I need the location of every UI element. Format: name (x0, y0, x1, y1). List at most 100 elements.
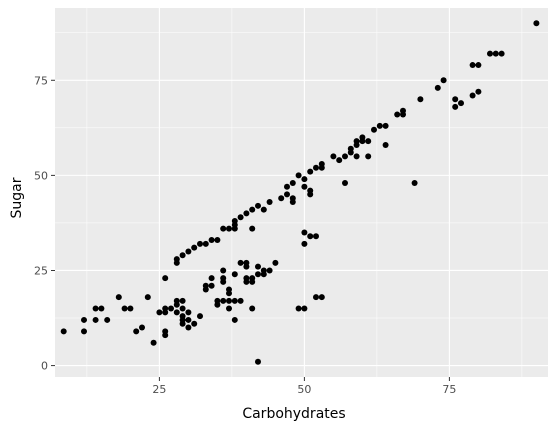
data-point (342, 179, 348, 186)
y-tick-label: 50 (34, 169, 48, 182)
minor-gridlines (55, 8, 548, 377)
x-tick-label: 50 (297, 383, 311, 396)
data-point (243, 278, 250, 285)
x-axis-ticks: 25 50 75 (152, 377, 456, 396)
data-point (347, 149, 354, 156)
data-point (162, 332, 169, 339)
data-point (226, 225, 232, 232)
data-point (394, 111, 401, 118)
data-point (376, 122, 383, 129)
data-point (150, 339, 157, 346)
data-point (243, 263, 250, 270)
data-points (60, 20, 540, 365)
data-point (237, 297, 244, 304)
data-point (295, 172, 302, 179)
data-point (342, 153, 348, 160)
data-point (81, 328, 87, 335)
data-point (249, 225, 256, 232)
data-point (301, 240, 308, 247)
data-point (162, 309, 169, 316)
data-point (92, 305, 99, 312)
data-point (284, 191, 290, 198)
data-point (226, 290, 232, 297)
data-point (144, 294, 151, 301)
y-tick-label: 75 (34, 74, 48, 87)
data-point (307, 168, 314, 175)
data-point (191, 320, 198, 327)
data-point (336, 157, 343, 164)
data-point (487, 50, 493, 57)
data-point (179, 297, 186, 304)
data-point (139, 324, 145, 331)
data-point (452, 103, 459, 110)
data-point (365, 153, 372, 160)
data-point (249, 206, 256, 213)
data-point (411, 179, 418, 186)
data-point (295, 305, 302, 312)
data-point (260, 271, 267, 278)
data-point (231, 271, 238, 278)
data-point (168, 305, 174, 312)
data-point (226, 297, 232, 304)
data-point (220, 278, 227, 285)
data-point (191, 244, 198, 251)
data-point (104, 316, 111, 323)
data-point (208, 237, 215, 244)
data-point (127, 305, 134, 312)
data-point (307, 191, 314, 198)
data-point (318, 164, 325, 171)
data-point (81, 316, 87, 323)
data-point (318, 294, 325, 301)
data-point (458, 100, 464, 107)
data-point (266, 267, 273, 274)
data-point (173, 259, 180, 266)
data-point (208, 275, 215, 282)
data-point (307, 233, 314, 240)
data-point (220, 267, 227, 274)
data-point (278, 195, 285, 202)
data-point (156, 309, 163, 316)
data-point (365, 138, 372, 145)
data-point (197, 240, 203, 247)
data-point (243, 210, 250, 217)
data-point (202, 240, 209, 247)
data-point (60, 328, 67, 335)
data-point (289, 179, 296, 186)
data-point (214, 237, 221, 244)
data-point (179, 320, 186, 327)
data-point (533, 20, 540, 27)
data-point (359, 134, 366, 141)
data-point (179, 305, 186, 312)
data-point (185, 309, 192, 316)
data-point (202, 286, 209, 293)
data-point (434, 84, 441, 91)
data-point (255, 271, 261, 278)
data-point (185, 248, 192, 255)
y-axis-ticks: 0 25 50 75 (34, 74, 55, 373)
y-axis-title: Sugar (9, 177, 25, 218)
data-point (92, 316, 99, 323)
data-point (417, 96, 424, 103)
data-point (173, 301, 180, 308)
data-point (98, 305, 105, 312)
data-point (185, 324, 192, 331)
data-point (289, 195, 296, 202)
data-point (353, 141, 360, 148)
data-point (255, 358, 261, 365)
data-point (475, 88, 482, 95)
data-point (353, 153, 360, 160)
data-point (255, 202, 261, 209)
data-point (231, 225, 238, 232)
data-point (440, 77, 447, 84)
data-point (231, 297, 238, 304)
data-point (162, 275, 169, 282)
data-point (301, 176, 308, 183)
data-point (400, 111, 406, 118)
y-tick-label: 0 (41, 360, 48, 373)
data-point (382, 141, 389, 148)
data-point (492, 50, 499, 57)
data-point (173, 309, 180, 316)
data-point (208, 282, 215, 289)
data-point (226, 305, 232, 312)
